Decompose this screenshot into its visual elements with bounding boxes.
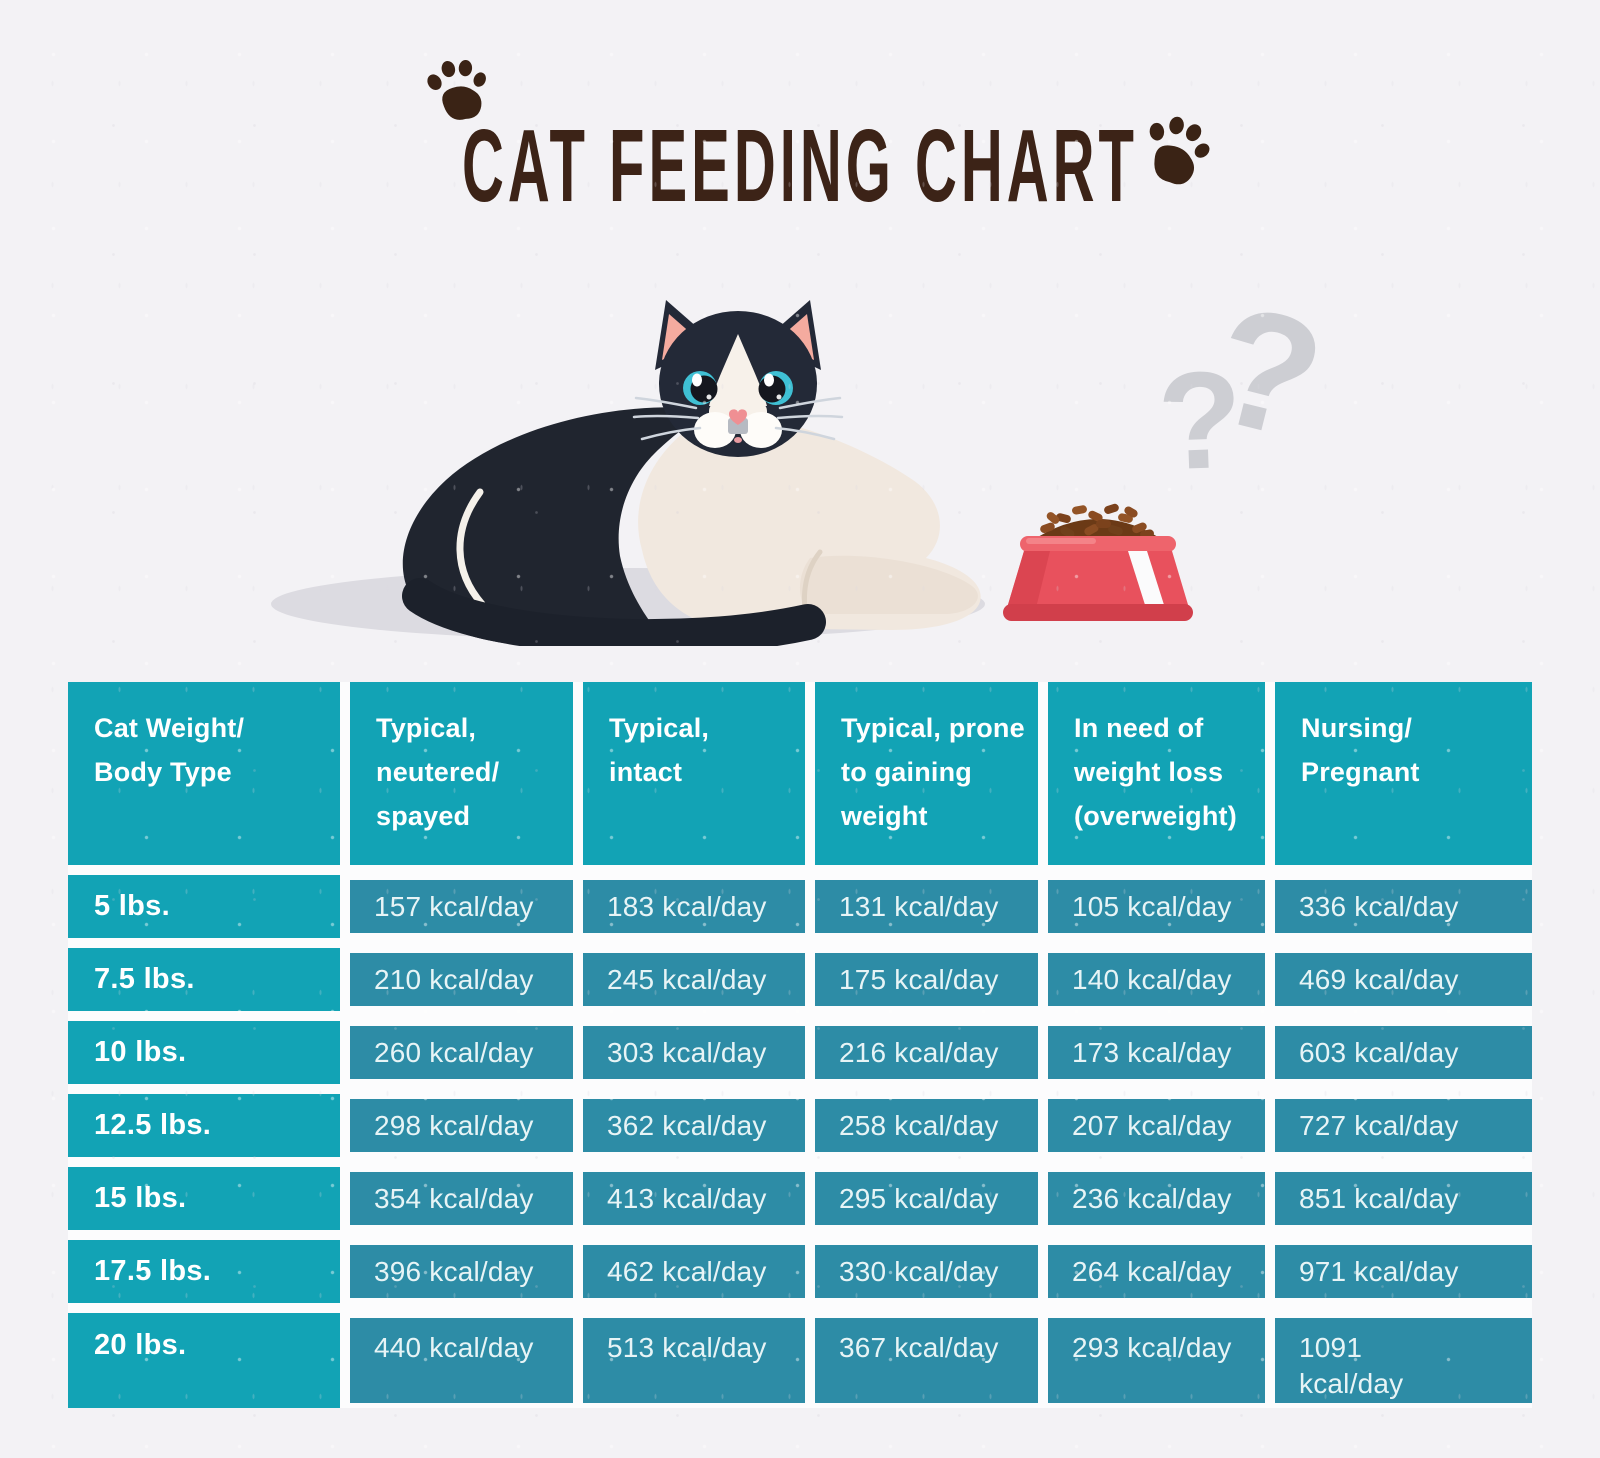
weight-cell: 17.5 lbs. — [68, 1240, 340, 1303]
value-cell: 440 kcal/day — [350, 1318, 573, 1403]
value-cell: 173 kcal/day — [1048, 1026, 1265, 1079]
cat-illustration — [271, 300, 985, 646]
value-cell: 727 kcal/day — [1275, 1099, 1532, 1152]
value-cell: 293 kcal/day — [1048, 1318, 1265, 1403]
value-cell: 236 kcal/day — [1048, 1172, 1265, 1225]
weight-cell: 15 lbs. — [68, 1167, 340, 1230]
value-cell: 336 kcal/day — [1275, 880, 1532, 933]
value-cell: 105 kcal/day — [1048, 880, 1265, 933]
value-cell: 851 kcal/day — [1275, 1172, 1532, 1225]
value-cell: 216 kcal/day — [815, 1026, 1038, 1079]
value-cell: 260 kcal/day — [350, 1026, 573, 1079]
paw-print-icon — [1149, 116, 1210, 185]
value-cell: 207 kcal/day — [1048, 1099, 1265, 1152]
value-cell: 303 kcal/day — [583, 1026, 805, 1079]
page-title: Cat Feeding Chart — [462, 108, 1138, 224]
value-cell: 367 kcal/day — [815, 1318, 1038, 1403]
value-cell: 362 kcal/day — [583, 1099, 805, 1152]
value-cell: 298 kcal/day — [350, 1099, 573, 1152]
paw-print-icon — [427, 60, 486, 120]
value-cell: 131 kcal/day — [815, 880, 1038, 933]
column-header-neutered: Typical, neutered/ spayed — [350, 682, 573, 865]
weight-cell: 10 lbs. — [68, 1021, 340, 1084]
column-header-cat-weight: Cat Weight/ Body Type — [68, 682, 340, 865]
value-cell: 140 kcal/day — [1048, 953, 1265, 1006]
value-cell: 513 kcal/day — [583, 1318, 805, 1403]
value-cell: 413 kcal/day — [583, 1172, 805, 1225]
value-cell: 330 kcal/day — [815, 1245, 1038, 1298]
value-cell: 157 kcal/day — [350, 880, 573, 933]
value-cell: 258 kcal/day — [815, 1099, 1038, 1152]
value-cell: 462 kcal/day — [583, 1245, 805, 1298]
food-bowl-illustration — [1003, 503, 1193, 621]
column-header-weight-loss: In need of weight loss (overweight) — [1048, 682, 1265, 865]
column-header-intact: Typical, intact — [583, 682, 805, 865]
value-cell: 971 kcal/day — [1275, 1245, 1532, 1298]
value-cell: 354 kcal/day — [350, 1172, 573, 1225]
value-cell: 245 kcal/day — [583, 953, 805, 1006]
column-header-nursing: Nursing/ Pregnant — [1275, 682, 1532, 865]
value-cell: 1091 kcal/day — [1275, 1318, 1532, 1403]
column-header-prone: Typical, prone to gaining weight — [815, 682, 1038, 865]
value-cell: 603 kcal/day — [1275, 1026, 1532, 1079]
weight-cell: 12.5 lbs. — [68, 1094, 340, 1157]
question-mark-icon: ? — [1194, 268, 1340, 476]
value-cell: 295 kcal/day — [815, 1172, 1038, 1225]
value-cell: 175 kcal/day — [815, 953, 1038, 1006]
weight-cell: 7.5 lbs. — [68, 948, 340, 1011]
value-cell: 183 kcal/day — [583, 880, 805, 933]
weight-cell: 5 lbs. — [68, 875, 340, 938]
value-cell: 264 kcal/day — [1048, 1245, 1265, 1298]
value-cell: 469 kcal/day — [1275, 953, 1532, 1006]
value-cell: 210 kcal/day — [350, 953, 573, 1006]
weight-cell: 20 lbs. — [68, 1313, 340, 1408]
title-row: Cat Feeding Chart — [0, 108, 1600, 224]
feeding-table: Cat Weight/ Body Type Typical, neutered/… — [68, 682, 1532, 1408]
value-cell: 396 kcal/day — [350, 1245, 573, 1298]
